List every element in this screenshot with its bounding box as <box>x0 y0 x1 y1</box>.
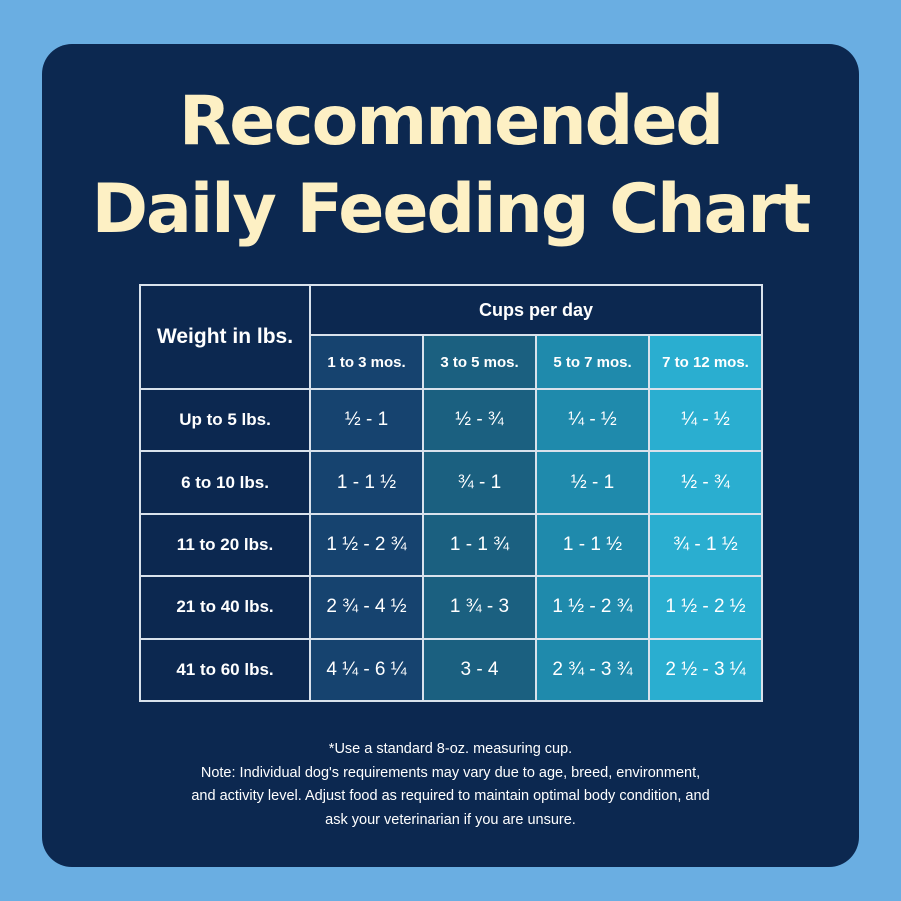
table-cell: 1 ¾ - 3 <box>422 575 537 640</box>
table-cell: 1 - 1 ½ <box>309 450 424 515</box>
table-cell: 1 - 1 ¾ <box>422 512 537 578</box>
table-cell: 2 ¾ - 3 ¾ <box>535 637 650 703</box>
footnote-line: ask your veterinarian if you are unsure. <box>325 811 576 828</box>
feeding-table: Weight in lbs. Cups per day 1 to 3 mos. … <box>139 284 764 703</box>
column-header: 1 to 3 mos. <box>309 334 424 390</box>
page-title: Recommended Daily Feeding Chart <box>0 78 901 254</box>
table-cell: 1 ½ - 2 ½ <box>647 575 764 640</box>
table-cell: 1 ½ - 2 ¾ <box>535 575 650 640</box>
title-line-1: Recommended <box>178 82 724 161</box>
column-header: 5 to 7 mos. <box>535 334 650 390</box>
table-cell: 4 ¼ - 6 ¼ <box>309 637 424 703</box>
row-label: Up to 5 lbs. <box>139 387 311 453</box>
table-cell: 2 ½ - 3 ¼ <box>647 637 764 703</box>
table-cell: ½ - 1 <box>309 387 424 453</box>
footnote-line: *Use a standard 8-oz. measuring cup. <box>328 741 573 757</box>
row-label: 6 to 10 lbs. <box>139 450 311 515</box>
table-cell: 3 - 4 <box>422 637 537 703</box>
table-cell: ¾ - 1 ½ <box>647 512 764 578</box>
footnote-line: Note: Individual dog's requirements may … <box>200 764 701 781</box>
table-cell: ½ - ¾ <box>647 450 764 515</box>
table-row: Up to 5 lbs. ½ - 1 ½ - ¾ ¼ - ½ ¼ - ½ <box>139 387 764 453</box>
table-row: 6 to 10 lbs. 1 - 1 ½ ¾ - 1 ½ - 1 ½ - ¾ <box>139 450 764 515</box>
table-cell: ¼ - ½ <box>647 387 764 453</box>
table-row: 11 to 20 lbs. 1 ½ - 2 ¾ 1 - 1 ¾ 1 - 1 ½ … <box>139 512 764 578</box>
column-header: 7 to 12 mos. <box>647 334 764 390</box>
table-cell: ¾ - 1 <box>422 450 537 515</box>
row-label: 41 to 60 lbs. <box>139 637 311 703</box>
table-cell: 1 - 1 ½ <box>535 512 650 578</box>
footnote: *Use a standard 8-oz. measuring cup. Not… <box>0 738 901 832</box>
table-cell: ¼ - ½ <box>535 387 650 453</box>
table-row: 21 to 40 lbs. 2 ¾ - 4 ½ 1 ¾ - 3 1 ½ - 2 … <box>139 575 764 640</box>
column-header: 3 to 5 mos. <box>422 334 537 390</box>
cups-per-day-header: Cups per day <box>308 284 764 336</box>
weight-header: Weight in lbs. <box>139 284 311 390</box>
table-cell: ½ - ¾ <box>422 387 537 453</box>
table-cell: 2 ¾ - 4 ½ <box>309 575 424 640</box>
table-cell: 1 ½ - 2 ¾ <box>309 512 424 578</box>
row-label: 21 to 40 lbs. <box>139 575 311 640</box>
footnote-line: and activity level. Adjust food as requi… <box>191 788 710 804</box>
title-line-2: Daily Feeding Chart <box>91 170 812 249</box>
row-label: 11 to 20 lbs. <box>139 512 311 578</box>
table-row: 41 to 60 lbs. 4 ¼ - 6 ¼ 3 - 4 2 ¾ - 3 ¾ … <box>139 637 764 703</box>
table-cell: ½ - 1 <box>535 450 650 515</box>
